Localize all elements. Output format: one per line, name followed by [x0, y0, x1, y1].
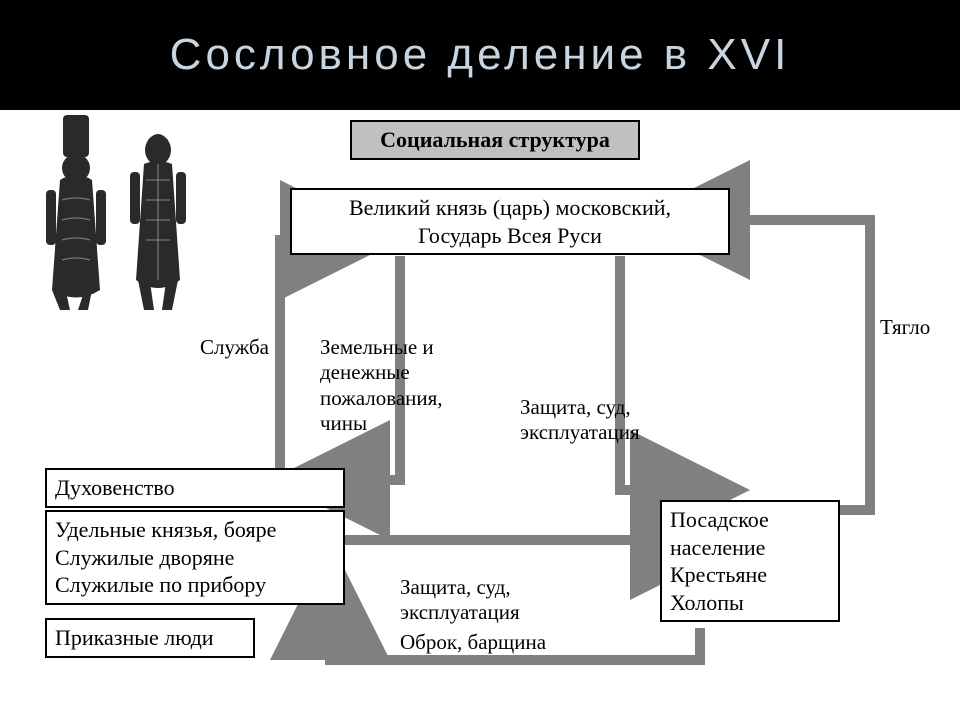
slide-title: Сословное деление в XVI [170, 30, 791, 80]
node-social-structure-text: Социальная структура [380, 127, 610, 152]
node-clergy-text: Духовенство [55, 475, 175, 500]
node-grand-prince-text: Великий князь (царь) московский, Государ… [349, 195, 671, 248]
arrow-tyaglo [730, 220, 870, 510]
label-tyaglo-text: Тягло [880, 315, 930, 339]
label-sluzhba: Служба [200, 335, 269, 360]
label-tyaglo: Тягло [880, 315, 930, 340]
node-nobles: Удельные князья, бояре Служилые дворяне … [45, 510, 345, 605]
node-prikaz-text: Приказные люди [55, 625, 214, 650]
label-grants: Земельные и денежные пожалования, чины [320, 310, 443, 436]
label-grants-text: Земельные и денежные пожалования, чины [320, 335, 443, 435]
slide-header: Сословное деление в XVI [0, 0, 960, 110]
diagram-area: Социальная структура Великий князь (царь… [0, 110, 960, 720]
node-posad: Посадское население Крестьяне Холопы [660, 500, 840, 622]
label-protect1-text: Защита, суд, эксплуатация [520, 395, 640, 444]
node-posad-text: Посадское население Крестьяне Холопы [670, 507, 769, 615]
arrow-service [280, 240, 300, 468]
node-grand-prince: Великий князь (царь) московский, Государ… [290, 188, 730, 255]
label-obrok: Оброк, барщина [400, 630, 546, 655]
node-prikaz: Приказные люди [45, 618, 255, 658]
label-sluzhba-text: Служба [200, 335, 269, 359]
label-protect2: Защита, суд, эксплуатация [400, 550, 520, 626]
node-social-structure: Социальная структура [350, 120, 640, 160]
label-protect2-text: Защита, суд, эксплуатация [400, 575, 520, 624]
node-clergy: Духовенство [45, 468, 345, 508]
node-nobles-text: Удельные князья, бояре Служилые дворяне … [55, 517, 276, 597]
label-protect1: Защита, суд, эксплуатация [520, 370, 640, 446]
label-obrok-text: Оброк, барщина [400, 630, 546, 654]
historical-figures-illustration [30, 110, 220, 310]
